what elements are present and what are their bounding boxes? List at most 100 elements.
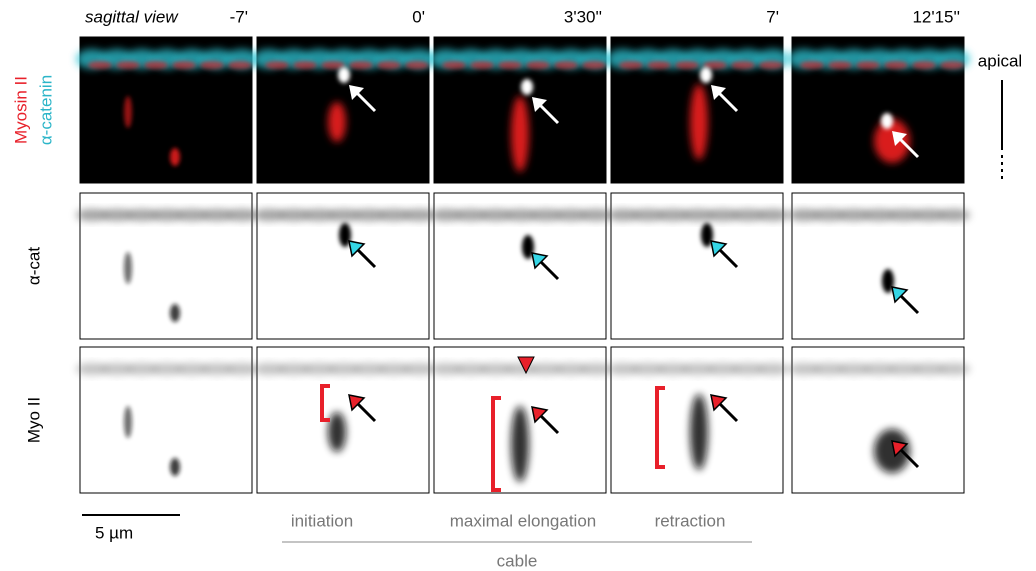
signal [76,209,108,221]
signal [788,363,820,375]
signal [675,61,699,69]
signal [293,61,317,69]
phase-label: initiation [291,511,353,530]
signal [349,61,373,69]
signal [732,209,764,221]
signal [253,363,285,375]
signal [863,363,895,375]
timepoint: 0' [412,7,425,26]
arrow-head [348,394,366,412]
signal [511,96,529,172]
signal [403,209,435,221]
arrow-head [348,240,366,258]
signal [607,363,639,375]
bracket [491,396,501,492]
signal [884,61,908,69]
signal [888,363,920,375]
signal [530,363,562,375]
row-label: Myosin II [11,76,30,144]
signal [353,209,385,221]
signal [328,102,346,142]
signal [144,61,168,69]
signal [101,363,133,375]
signal [707,363,739,375]
signal [278,363,310,375]
signal [813,209,845,221]
signal [455,209,487,221]
signal [731,61,755,69]
arrowhead-marker [517,356,535,375]
signal [828,61,852,69]
signal [657,363,689,375]
timepoint: 3'30'' [564,7,602,26]
signal [682,363,714,375]
signal [707,209,739,221]
signal [455,363,487,375]
signal [378,363,410,375]
signal [813,363,845,375]
signal [253,209,285,221]
signal [470,61,494,69]
signal [938,363,970,375]
signal [619,61,643,69]
signal [580,209,612,221]
signal [278,209,310,221]
arrow-head [349,85,364,100]
signal [201,363,233,375]
signal [101,209,133,221]
signal [76,363,108,375]
scale-label: 5 µm [95,523,133,542]
arrow-head [531,406,549,424]
signal [913,363,945,375]
signal [838,363,870,375]
signal [788,209,820,221]
timepoint: -7' [230,7,248,26]
signal [328,363,360,375]
signal [522,235,534,259]
signal [700,67,712,83]
arrow-head [711,85,726,100]
signal [759,61,783,69]
signal [405,61,429,69]
signal [690,394,708,470]
arrow-head [710,240,728,258]
signal [303,209,335,221]
signal [938,209,970,221]
signal [888,209,920,221]
signal [555,363,587,375]
signal [480,363,512,375]
signal [511,406,529,482]
signal [430,209,462,221]
signal [701,223,713,247]
signal [632,209,664,221]
signal [732,363,764,375]
signal [912,61,936,69]
signal [124,252,132,284]
signal [913,209,945,221]
signal [498,61,522,69]
arrow-shaft [353,89,377,113]
signal [856,61,880,69]
signal [338,67,350,83]
row-label: Myo II [24,397,43,443]
arrow-shaft [715,89,739,113]
signal [657,209,689,221]
signal [647,61,671,69]
signal [226,209,258,221]
signal [530,209,562,221]
signal [505,209,537,221]
signal [328,412,346,452]
arrow-head [891,440,909,458]
signal [607,209,639,221]
timepoint: 7' [766,7,779,26]
signal [303,363,335,375]
signal [863,209,895,221]
signal [940,61,964,69]
signal [874,429,910,473]
signal [554,61,578,69]
signal [555,209,587,221]
signal [176,363,208,375]
signal [526,61,550,69]
signal [170,148,180,166]
